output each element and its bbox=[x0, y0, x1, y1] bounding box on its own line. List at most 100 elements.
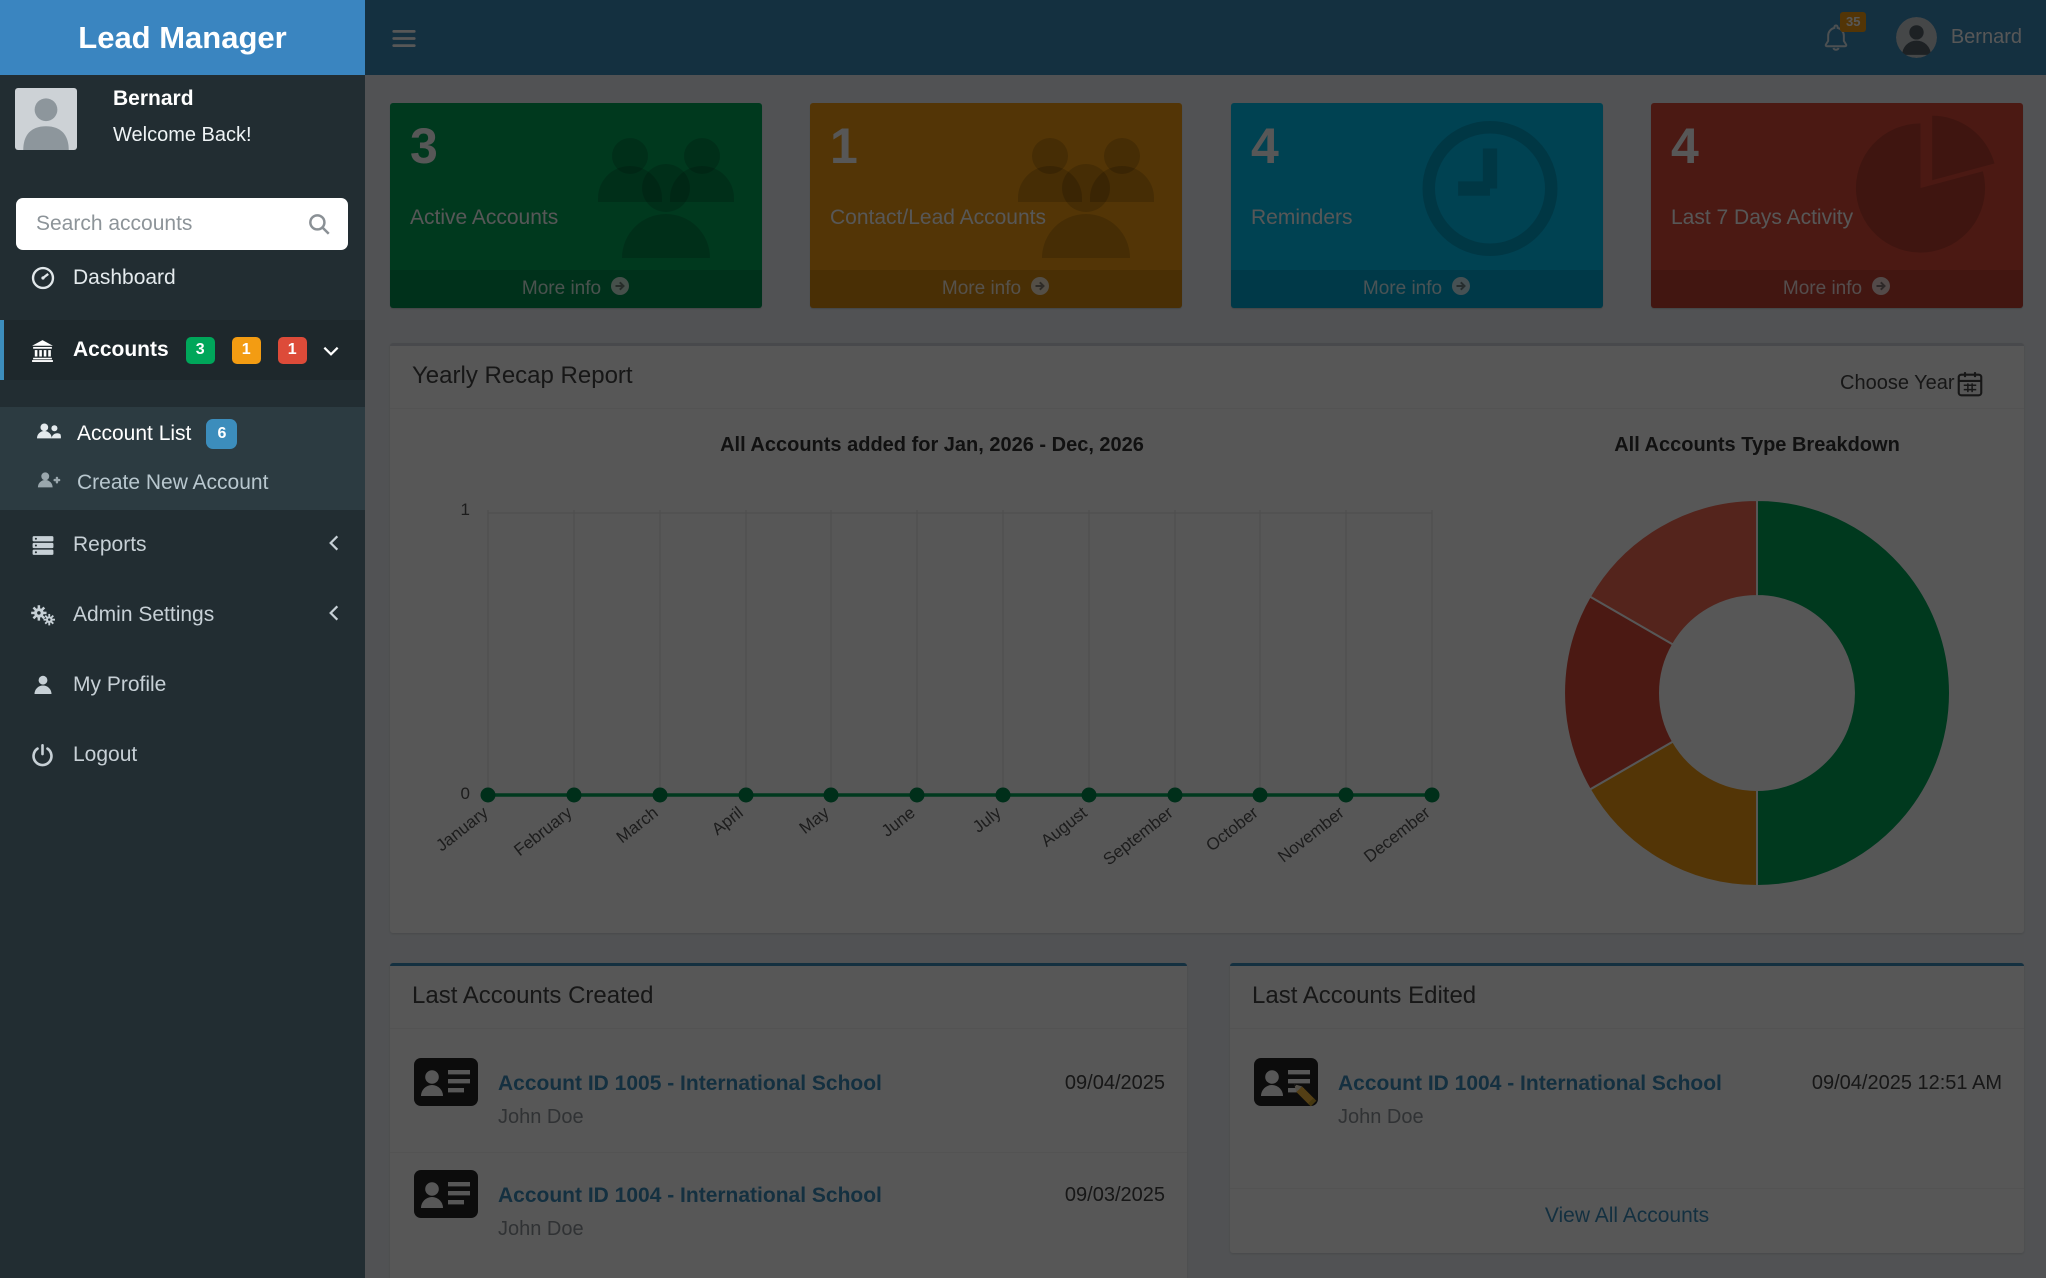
x-axis-label: December bbox=[1360, 803, 1434, 867]
divider bbox=[1230, 1188, 2024, 1189]
x-axis-label: August bbox=[1037, 803, 1091, 851]
more-info-link[interactable]: More info bbox=[390, 270, 762, 308]
sidebar-item-logout[interactable]: Logout bbox=[0, 720, 365, 790]
x-axis-label: May bbox=[795, 803, 833, 838]
account-contact: John Doe bbox=[498, 1218, 584, 1240]
x-axis-label: October bbox=[1202, 803, 1262, 856]
calendar-icon[interactable] bbox=[1955, 369, 1985, 399]
choose-year-button[interactable]: Choose Year bbox=[1840, 372, 1955, 394]
last-accounts-edited-panel: Last Accounts Edited Account ID 1004 - I… bbox=[1230, 963, 2024, 1253]
clock-icon bbox=[1415, 111, 1575, 261]
sidebar-item-label: Admin Settings bbox=[73, 603, 215, 626]
dashboard-icon bbox=[29, 266, 56, 291]
sidebar-toggle-button[interactable] bbox=[392, 29, 416, 48]
chevron-left-icon bbox=[329, 603, 339, 627]
id-card-edit-icon bbox=[1252, 1054, 1320, 1110]
account-list-badge: 6 bbox=[206, 418, 238, 449]
navbar-username: Bernard bbox=[1950, 26, 2022, 48]
panel-title: Last Accounts Edited bbox=[1252, 982, 1477, 1009]
sidebar-item-label: My Profile bbox=[73, 673, 167, 696]
x-axis-label: September bbox=[1099, 803, 1177, 870]
notifications-button[interactable]: 35 bbox=[1822, 12, 1872, 66]
user-icon bbox=[29, 673, 56, 698]
account-date: 09/04/2025 bbox=[1064, 1072, 1165, 1094]
x-axis-label: January bbox=[432, 803, 492, 856]
sidebar-item-dashboard[interactable]: Dashboard bbox=[0, 248, 365, 308]
chevron-left-icon bbox=[329, 533, 339, 557]
navbar-user-menu[interactable]: Bernard bbox=[1895, 0, 2022, 75]
account-date: 09/04/2025 12:51 AM bbox=[1811, 1072, 2002, 1094]
line-chart-canvas bbox=[480, 510, 1440, 803]
more-info-link[interactable]: More info bbox=[810, 270, 1182, 308]
infobox-value: 4 bbox=[1671, 118, 1699, 174]
infobox-value: 1 bbox=[830, 118, 858, 174]
chevron-down-icon bbox=[323, 338, 339, 362]
account-link[interactable]: Account ID 1004 - International School bbox=[498, 1184, 882, 1207]
reports-table-icon bbox=[29, 533, 56, 558]
sidebar-item-label: Account List bbox=[77, 421, 192, 445]
infobox-label: Active Accounts bbox=[410, 206, 559, 229]
infobox-reminders: 4 Reminders More info bbox=[1231, 103, 1603, 308]
more-info-link[interactable]: More info bbox=[1651, 270, 2023, 308]
accounts-submenu: Account List 6 Create New Account bbox=[0, 407, 365, 510]
users-group-icon bbox=[1006, 117, 1166, 267]
accounts-inactive-badge: 1 bbox=[277, 336, 307, 364]
sidebar-greeting: Welcome Back! bbox=[113, 124, 252, 146]
sidebar-item-label: Logout bbox=[73, 743, 138, 766]
sidebar-item-accounts[interactable]: Accounts 3 1 1 bbox=[0, 320, 365, 380]
infobox-active-accounts: 3 Active Accounts More info bbox=[390, 103, 762, 308]
view-all-accounts-link[interactable]: View All Accounts bbox=[1544, 1204, 1710, 1227]
sidebar-item-label: Accounts bbox=[73, 338, 169, 361]
line-chart-title: All Accounts added for Jan, 2026 - Dec, … bbox=[720, 434, 1144, 456]
id-card-icon bbox=[412, 1054, 480, 1110]
sidebar-item-account-list[interactable]: Account List 6 bbox=[0, 409, 365, 458]
sidebar-item-create-new-account[interactable]: Create New Account bbox=[0, 458, 365, 507]
search-input[interactable] bbox=[16, 198, 348, 250]
sidebar-item-reports[interactable]: Reports bbox=[0, 510, 365, 580]
divider bbox=[390, 408, 2024, 409]
account-date: 09/03/2025 bbox=[1064, 1184, 1165, 1206]
power-icon bbox=[29, 743, 56, 768]
infobox-value: 4 bbox=[1251, 118, 1279, 174]
account-link[interactable]: Account ID 1005 - International School bbox=[498, 1072, 882, 1095]
account-link[interactable]: Account ID 1004 - International School bbox=[1338, 1072, 1722, 1095]
divider bbox=[390, 1028, 1187, 1029]
sidebar-item-my-profile[interactable]: My Profile bbox=[0, 650, 365, 720]
sidebar-item-admin-settings[interactable]: Admin Settings bbox=[0, 580, 365, 650]
more-info-label: More info bbox=[521, 278, 602, 299]
hamburger-icon bbox=[392, 30, 416, 52]
arrow-circle-right-icon bbox=[1871, 276, 1891, 302]
infobox-last-7-days-activity: 4 Last 7 Days Activity More info bbox=[1651, 103, 2023, 308]
accounts-active-badge: 3 bbox=[185, 336, 215, 364]
more-info-label: More info bbox=[941, 278, 1022, 299]
app-logo[interactable]: Lead Manager bbox=[0, 0, 365, 75]
panel-title: Yearly Recap Report bbox=[412, 362, 633, 389]
infobox-value: 3 bbox=[410, 118, 438, 174]
x-axis-label: June bbox=[877, 803, 919, 841]
search-icon[interactable] bbox=[306, 211, 332, 237]
sidebar-avatar bbox=[15, 88, 77, 150]
user-plus-icon bbox=[34, 469, 62, 497]
divider bbox=[390, 1152, 1187, 1153]
infobox-label: Last 7 Days Activity bbox=[1671, 206, 1854, 229]
arrow-circle-right-icon bbox=[610, 276, 630, 302]
more-info-label: More info bbox=[1782, 278, 1863, 299]
sidebar-item-label: Create New Account bbox=[77, 470, 269, 494]
gears-icon bbox=[29, 603, 56, 628]
last-accounts-created-panel: Last Accounts Created Account ID 1005 - … bbox=[390, 963, 1187, 1278]
more-info-link[interactable]: More info bbox=[1231, 270, 1603, 308]
panel-title: Last Accounts Created bbox=[412, 982, 654, 1009]
more-info-label: More info bbox=[1362, 278, 1443, 299]
x-axis-label: April bbox=[708, 803, 747, 839]
sidebar: Bernard Welcome Back! Dashboard Accounts… bbox=[0, 75, 365, 1278]
sidebar-username: Bernard bbox=[113, 87, 194, 110]
x-axis-label: July bbox=[969, 803, 1005, 837]
users-group-icon bbox=[586, 117, 746, 267]
account-contact: John Doe bbox=[498, 1106, 584, 1128]
x-axis-label: November bbox=[1274, 803, 1348, 867]
x-axis-label: March bbox=[612, 803, 662, 848]
donut-chart-title: All Accounts Type Breakdown bbox=[1614, 434, 1900, 456]
divider bbox=[1230, 1028, 2024, 1029]
infobox-label: Reminders bbox=[1251, 206, 1353, 229]
